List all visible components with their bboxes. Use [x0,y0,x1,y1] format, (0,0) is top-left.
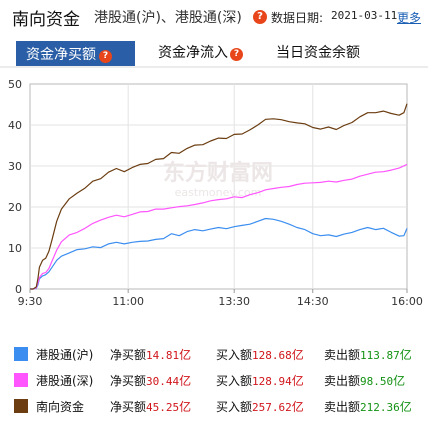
series-line-0 [30,217,408,290]
help-icon[interactable]: ? [230,48,243,61]
help-icon[interactable]: ? [99,50,112,63]
tab-bar: 资金净买额? 资金净流入? 当日资金余额 [0,36,428,68]
net-label: 净买额 [110,348,147,362]
y-tick-label: 50 [8,78,22,91]
net-label: 净买额 [110,400,147,414]
x-tick-label: 13:30 [218,295,250,308]
watermark-subtext: eastmoney.com [175,186,262,199]
unit: 亿 [291,400,304,414]
sell-label: 卖出额 [324,400,361,414]
y-tick-label: 0 [15,283,22,296]
x-tick-label: 9:30 [18,295,43,308]
legend-name: 港股通(深) [36,374,94,388]
tab-daily-balance-label: 当日资金余额 [276,45,360,61]
unit: 亿 [179,348,192,362]
buy-value: 128.68 [252,349,292,362]
unit: 亿 [399,348,412,362]
buy-label: 买入额 [216,400,253,414]
unit: 亿 [399,400,412,414]
date-value: 2021-03-11 [331,9,398,22]
watermark-text: 东方财富网 [163,160,273,186]
header: 南向资金 港股通(沪)、港股通(深) ? 数据日期: 2021-03-11 更多 [0,0,428,34]
y-tick-label: 30 [8,160,22,173]
tab-net-inflow-label: 资金净流入 [158,45,228,61]
buy-label: 买入额 [216,374,253,388]
tab-daily-balance[interactable]: 当日资金余额 [276,42,360,62]
buy-label: 买入额 [216,348,253,362]
plot-frame [29,83,408,290]
unit: 亿 [179,374,192,388]
x-tick-label: 11:00 [112,295,144,308]
legend-swatch-sz [14,373,28,387]
tab-net-buy-label: 资金净买额 [26,47,96,63]
net-value: 30.44 [146,375,180,388]
more-link[interactable]: 更多 [397,11,422,25]
legend-table: 港股通(沪) 净买额14.81亿 买入额128.68亿 卖出额113.87亿 港… [6,338,422,418]
tab-net-inflow[interactable]: 资金净流入? [158,42,243,62]
sell-value: 212.36 [360,401,400,414]
help-icon[interactable]: ? [253,10,267,24]
x-tick-label: 14:30 [297,295,329,308]
net-value: 45.25 [146,401,180,414]
tab-net-buy[interactable]: 资金净买额? [16,41,135,66]
page-subtitle: 港股通(沪)、港股通(深) [94,10,242,26]
series-line-1 [30,163,408,290]
chart-grid [29,83,408,290]
y-tick-label: 40 [8,119,22,132]
y-tick-label: 20 [8,201,22,214]
legend-name: 港股通(沪) [36,348,94,362]
legend-row-sz: 港股通(深) 净买额30.44亿 买入额128.94亿 卖出额98.50亿 [6,368,422,392]
legend-swatch-total [14,399,28,413]
net-value: 14.81 [146,349,180,362]
legend-row-sh: 港股通(沪) 净买额14.81亿 买入额128.68亿 卖出额113.87亿 [6,342,422,366]
legend-row-total: 南向资金 净买额45.25亿 买入额257.62亿 卖出额212.36亿 [6,394,422,418]
unit: 亿 [291,348,304,362]
chart-axes: 0 10 20 30 40 50 9:30 11:00 13:30 14:30 16:00 [8,78,423,308]
sell-label: 卖出额 [324,374,361,388]
y-tick-label: 10 [8,242,22,255]
unit: 亿 [291,374,304,388]
series-line-2 [30,103,408,290]
sell-value: 113.87 [360,349,400,362]
legend-name: 南向资金 [36,400,85,414]
legend-swatch-sh [14,347,28,361]
x-tick-label: 16:00 [391,295,423,308]
chart-series [30,103,408,290]
sell-value: 98.50 [360,375,394,388]
page-title: 南向资金 [12,10,80,30]
unit: 亿 [393,374,406,388]
sell-label: 卖出额 [324,348,361,362]
buy-value: 257.62 [252,401,292,414]
buy-value: 128.94 [252,375,292,388]
net-label: 净买额 [110,374,147,388]
unit: 亿 [179,400,192,414]
date-label: 数据日期: [271,11,324,25]
